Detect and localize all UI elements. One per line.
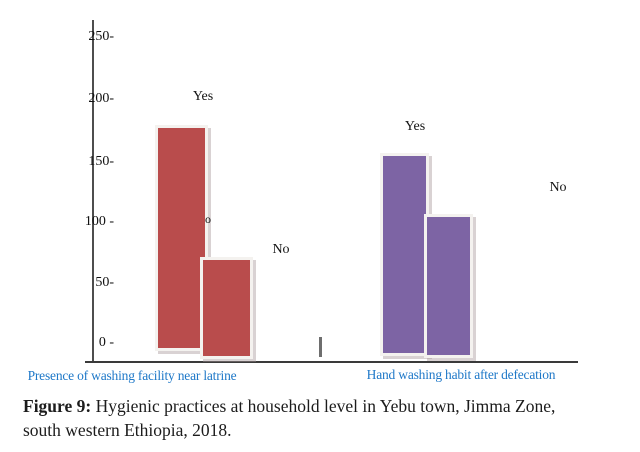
caption-text-1: Hygienic practices at household level in… [91, 396, 556, 416]
y-tick-250: 250- [88, 29, 114, 44]
y-axis-line [92, 20, 94, 362]
chart-area: 250- 200- 150- 100 - 50- 0 - Yes No Yes … [27, 20, 578, 383]
caption-text-2: south western Ethiopia, 2018. [23, 420, 232, 440]
bar-label-handwash-yes: Yes [404, 119, 426, 134]
x-group-label-facility: Presence of washing facility near latrin… [27, 368, 237, 383]
y-tick-0: 0 - [98, 335, 114, 350]
bar-handwash-yes [380, 153, 429, 356]
stray-o-mark: o [205, 212, 211, 226]
caption-line-1: Figure 9: Hygienic practices at househol… [23, 394, 629, 418]
caption-line-2: south western Ethiopia, 2018. [23, 418, 629, 442]
bar-facility-yes [155, 125, 208, 351]
x-group-label-handwash: Hand washing habit after defecation [366, 367, 556, 382]
bar-facility-no [200, 257, 253, 359]
bar-label-facility-no: No [272, 242, 290, 257]
y-tick-100: 100 - [84, 214, 114, 229]
figure-caption: Figure 9: Hygienic practices at househol… [23, 394, 629, 442]
bar-label-handwash-no: No [549, 180, 567, 195]
x-axis-line [85, 361, 578, 363]
caption-figure-number: Figure 9: [23, 396, 92, 416]
bar-label-facility-yes: Yes [192, 89, 214, 104]
group-separator-tick [319, 337, 322, 357]
y-tick-50: 50- [95, 275, 114, 290]
bar-handwash-no [424, 214, 473, 358]
y-tick-200: 200- [88, 91, 114, 106]
y-tick-150: 150- [88, 154, 114, 169]
